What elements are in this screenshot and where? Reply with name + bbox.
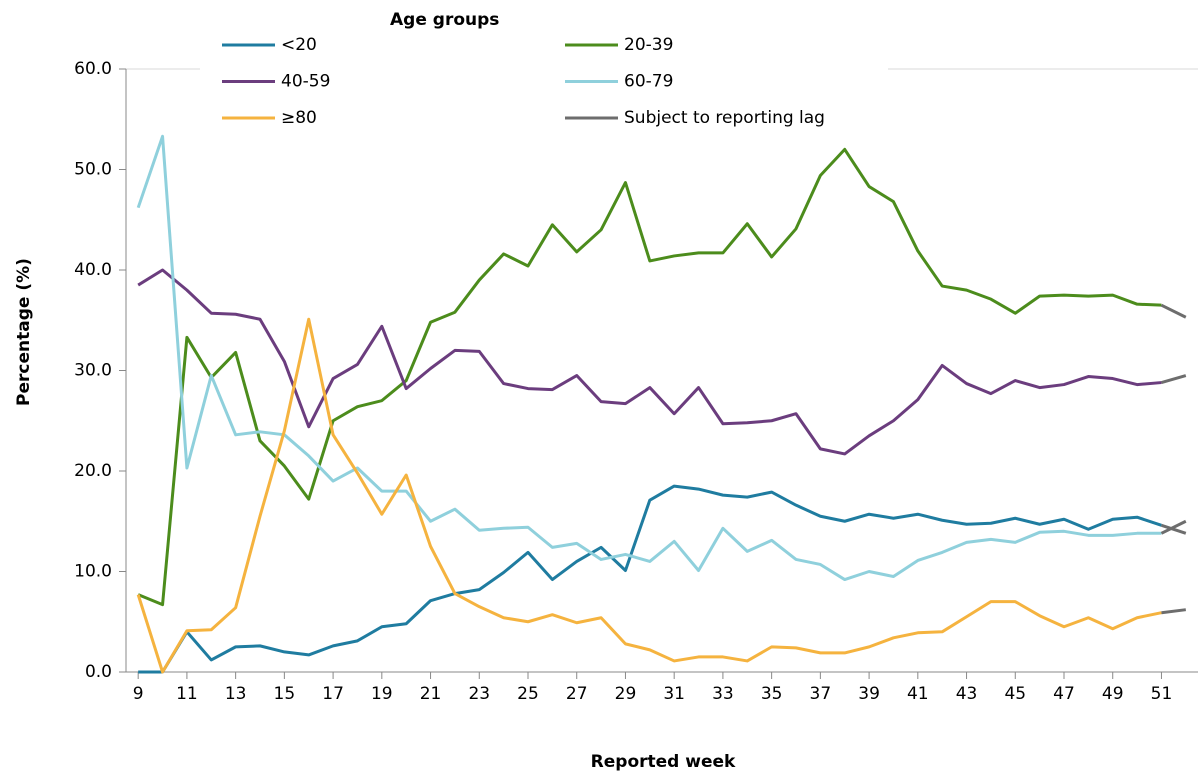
lag-line [1161, 374, 1187, 385]
legend-label: 40-59 [281, 72, 330, 92]
y-tick-label: 50.0 [74, 160, 112, 180]
x-tick-label: 51 [1151, 684, 1173, 704]
legend-label: Subject to reporting lag [624, 108, 825, 128]
series-line [137, 147, 1162, 607]
lag-line [1160, 303, 1187, 319]
x-tick-label: 13 [225, 684, 247, 704]
legend-label: 60-79 [624, 72, 673, 92]
x-tick-label: 23 [468, 684, 490, 704]
y-tick-label: 30.0 [74, 361, 112, 381]
legend-label: ≥80 [281, 108, 317, 128]
x-tick-label: 49 [1102, 684, 1124, 704]
x-tick-label: 37 [810, 684, 832, 704]
x-tick-label: 43 [956, 684, 978, 704]
y-tick-label: 20.0 [74, 461, 112, 481]
legend-label: 20-39 [624, 35, 673, 55]
x-tick-label: 29 [615, 684, 637, 704]
y-axis-title: Percentage (%) [14, 258, 34, 406]
x-tick-label: 31 [663, 684, 685, 704]
x-tick-label: 19 [371, 684, 393, 704]
x-axis-title: Reported week [591, 752, 736, 772]
series-line [136, 134, 1162, 582]
y-tick-label: 60.0 [74, 59, 112, 79]
x-tick-label: 45 [1004, 684, 1026, 704]
x-tick-label: 41 [907, 684, 929, 704]
legend-title: Age groups [390, 10, 499, 30]
lag-line [1160, 523, 1187, 535]
series-line [138, 484, 1162, 674]
legend-label: <20 [281, 35, 317, 55]
series-line [137, 268, 1162, 456]
x-tick-label: 27 [566, 684, 588, 704]
x-tick-label: 9 [133, 684, 144, 704]
x-tick-label: 15 [274, 684, 296, 704]
lag-line [1160, 519, 1187, 535]
x-tick-label: 11 [176, 684, 198, 704]
y-tick-label: 10.0 [74, 562, 112, 582]
x-tick-label: 17 [322, 684, 344, 704]
series-line [136, 317, 1162, 674]
legend-box [200, 8, 888, 134]
x-tick-label: 35 [761, 684, 783, 704]
x-tick-label: 47 [1053, 684, 1075, 704]
y-tick-label: 40.0 [74, 260, 112, 280]
x-tick-label: 25 [517, 684, 539, 704]
x-tick-label: 39 [858, 684, 880, 704]
lag-line [1161, 608, 1187, 615]
x-tick-label: 33 [712, 684, 734, 704]
x-tick-label: 21 [420, 684, 442, 704]
y-tick-label: 0.0 [85, 662, 112, 682]
